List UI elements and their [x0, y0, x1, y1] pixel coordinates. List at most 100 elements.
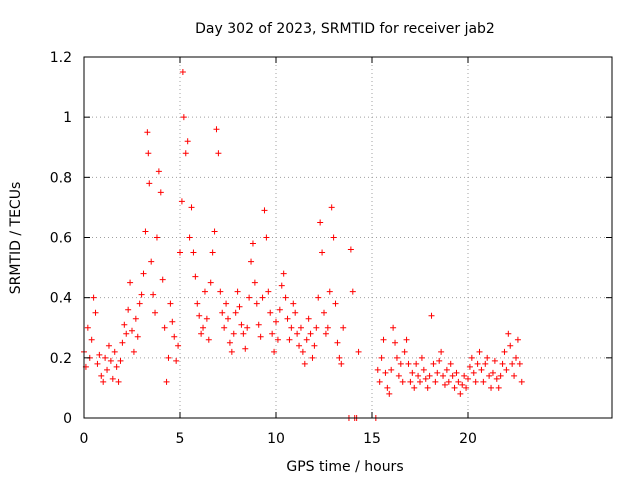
data-point — [159, 276, 166, 283]
data-point — [482, 360, 489, 367]
data-point — [461, 372, 468, 379]
data-point — [236, 303, 243, 310]
data-point — [244, 324, 251, 331]
data-point — [340, 324, 347, 331]
data-points — [81, 69, 525, 421]
data-point — [518, 378, 525, 385]
data-point — [382, 369, 389, 376]
x-tick-label: 20 — [459, 431, 477, 447]
data-point — [511, 372, 518, 379]
y-tick-label: 0.4 — [50, 291, 72, 307]
data-point — [203, 315, 210, 322]
data-point — [152, 309, 159, 316]
data-point — [503, 366, 510, 373]
data-point — [119, 339, 126, 346]
data-point — [169, 318, 176, 325]
data-point — [190, 249, 197, 256]
data-point — [111, 348, 118, 355]
data-point — [234, 288, 241, 295]
data-point — [223, 300, 230, 307]
data-point — [417, 378, 423, 385]
data-point — [474, 360, 481, 367]
y-tick-label: 0.2 — [50, 351, 72, 367]
data-point — [294, 330, 301, 337]
data-point — [390, 324, 397, 331]
data-point — [465, 375, 471, 382]
data-point — [384, 384, 391, 391]
data-point — [165, 354, 172, 361]
data-point — [386, 390, 393, 397]
data-point — [399, 378, 406, 385]
data-point — [225, 315, 231, 322]
data-point — [179, 69, 186, 76]
data-point — [459, 381, 466, 388]
data-point — [113, 363, 120, 370]
data-point — [230, 330, 237, 337]
data-point — [472, 378, 479, 385]
data-point — [88, 336, 95, 343]
data-point — [292, 309, 299, 316]
data-point — [123, 330, 130, 337]
data-point — [476, 348, 483, 355]
data-point — [246, 294, 253, 301]
data-point — [94, 360, 101, 367]
data-point — [307, 330, 314, 337]
data-point — [374, 366, 381, 373]
data-point — [155, 168, 162, 175]
data-point — [259, 294, 266, 301]
data-point — [153, 234, 160, 241]
x-axis-label: GPS time / hours — [286, 459, 403, 475]
x-tick-label: 10 — [267, 431, 285, 447]
data-point — [198, 330, 205, 337]
data-point — [514, 336, 521, 343]
data-point — [315, 294, 322, 301]
x-tick-label: 15 — [363, 431, 381, 447]
data-point — [407, 378, 414, 385]
data-point — [125, 306, 132, 313]
data-point — [378, 354, 385, 361]
data-point — [319, 249, 326, 256]
data-point — [388, 366, 395, 373]
data-point — [271, 348, 278, 355]
data-point — [255, 321, 262, 328]
data-point — [484, 354, 491, 361]
x-tick-label: 0 — [80, 431, 89, 447]
data-point — [422, 375, 429, 382]
data-point — [138, 291, 145, 298]
data-point — [163, 378, 170, 385]
data-point — [428, 312, 435, 319]
data-point — [470, 369, 477, 376]
data-point — [488, 384, 495, 391]
data-point — [284, 315, 291, 322]
data-point — [392, 339, 399, 346]
data-point — [288, 324, 295, 331]
data-point — [438, 348, 445, 355]
data-point — [332, 300, 339, 307]
y-tick-label: 0.8 — [50, 170, 72, 186]
data-point — [424, 384, 431, 391]
data-point — [443, 366, 450, 373]
data-point — [466, 363, 473, 370]
x-tick-label: 5 — [176, 431, 185, 447]
data-point — [145, 150, 152, 157]
axis-ticks: 0 5 10 15 20 0 0.2 0.4 0.6 0.8 1 1.2 — [50, 50, 612, 447]
data-point — [186, 234, 193, 241]
data-point — [328, 204, 335, 211]
data-point — [355, 348, 362, 355]
data-point — [336, 354, 343, 361]
data-point — [397, 360, 404, 367]
data-point — [489, 369, 496, 376]
data-point — [513, 354, 519, 361]
data-point — [330, 234, 337, 241]
data-point — [493, 375, 500, 382]
data-point — [317, 219, 324, 226]
data-point — [491, 357, 498, 364]
data-point — [282, 294, 289, 301]
data-point — [248, 258, 255, 265]
data-point — [205, 336, 212, 343]
data-point — [177, 249, 183, 256]
data-point — [253, 300, 260, 307]
data-point — [395, 372, 402, 379]
data-point — [409, 369, 416, 376]
data-point — [453, 369, 460, 376]
